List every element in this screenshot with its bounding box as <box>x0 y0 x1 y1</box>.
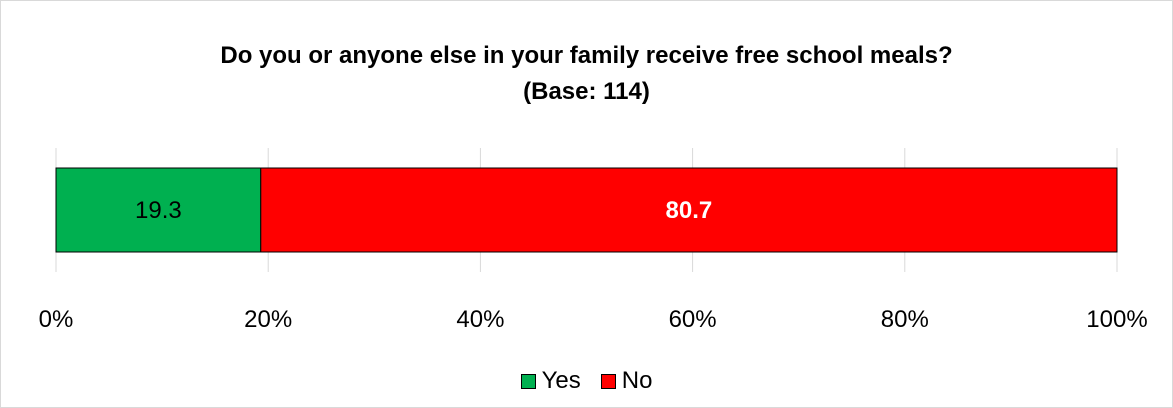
legend-swatch-no <box>600 373 616 389</box>
legend-item-no: No <box>600 367 653 395</box>
legend-label-no: No <box>621 367 653 394</box>
legend-item-yes: Yes <box>520 367 581 395</box>
x-axis-tick-labels: 0% 20% 40% 60% 80% 100% <box>39 306 1148 333</box>
legend-label-yes: Yes <box>541 367 581 394</box>
x-tick-label: 60% <box>669 306 717 333</box>
x-tick-label: 40% <box>456 306 504 333</box>
legend-swatch-yes <box>520 373 536 389</box>
bar-segment-no <box>260 167 1118 253</box>
x-tick-label: 0% <box>39 306 74 333</box>
stacked-bar: 19.3 80.7 <box>55 167 1118 253</box>
x-tick-label: 20% <box>244 306 292 333</box>
x-tick-label: 100% <box>1086 306 1147 333</box>
x-tick-label: 80% <box>881 306 929 333</box>
data-label-no: 80.7 <box>666 197 713 224</box>
chart-subtitle: (Base: 114) <box>523 78 650 105</box>
data-label-yes: 19.3 <box>135 197 182 224</box>
chart-title-block: Do you or anyone else in your family rec… <box>0 38 1173 110</box>
bar-segment-yes <box>55 167 262 253</box>
chart-title: Do you or anyone else in your family rec… <box>220 42 953 69</box>
legend: Yes No <box>0 366 1173 396</box>
